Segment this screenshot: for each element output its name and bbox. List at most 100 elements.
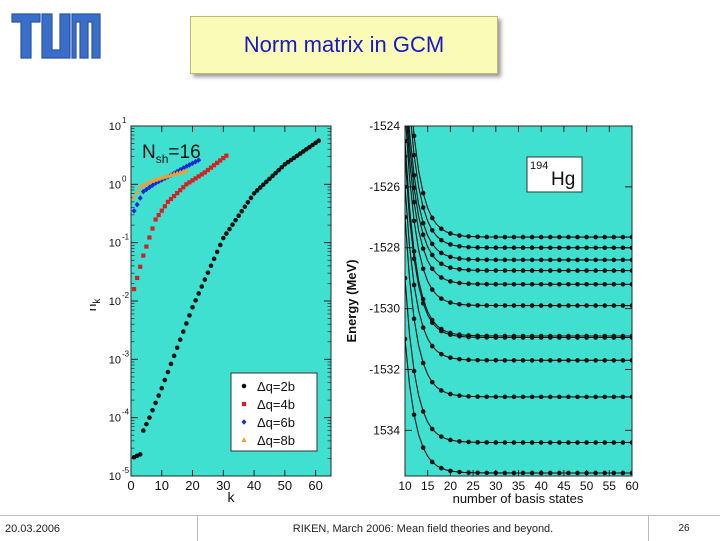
legend-marker xyxy=(241,419,247,425)
data-point xyxy=(575,335,580,340)
data-point xyxy=(529,281,535,287)
data-point xyxy=(457,469,462,475)
data-point xyxy=(448,391,453,397)
left-x-tick-label: 0 xyxy=(127,478,134,493)
data-point xyxy=(156,212,161,218)
data-point xyxy=(620,234,626,240)
data-point xyxy=(602,257,608,263)
data-point xyxy=(196,174,201,179)
data-point xyxy=(520,335,526,340)
data-point xyxy=(218,158,223,163)
data-point xyxy=(475,470,480,476)
data-point xyxy=(466,234,471,239)
data-point xyxy=(511,470,517,476)
data-point xyxy=(584,234,589,240)
data-point xyxy=(448,242,453,247)
right-annotation: 194 Hg xyxy=(526,156,583,193)
footer-page-number: 26 xyxy=(678,523,690,534)
data-point xyxy=(538,470,544,476)
data-point xyxy=(131,194,137,200)
right-x-tick-label: 55 xyxy=(603,479,617,493)
data-point xyxy=(547,440,553,445)
data-point xyxy=(575,281,580,287)
data-point xyxy=(502,234,508,240)
data-point xyxy=(629,440,632,445)
data-point xyxy=(251,191,257,196)
data-point xyxy=(566,394,571,400)
right-y-tick-label: -1530 xyxy=(369,302,400,316)
data-point xyxy=(224,231,229,236)
data-point xyxy=(484,394,490,400)
data-point xyxy=(529,234,535,240)
data-point xyxy=(205,167,211,173)
energy-level-1 xyxy=(411,126,632,240)
right-ylabel: Energy (MeV) xyxy=(344,259,359,342)
data-point xyxy=(190,178,195,183)
data-point xyxy=(511,440,517,445)
data-point xyxy=(475,440,480,445)
data-point xyxy=(448,265,453,270)
data-point xyxy=(502,394,508,400)
data-point xyxy=(439,261,444,267)
data-point xyxy=(529,358,535,363)
data-point xyxy=(202,170,207,175)
data-point xyxy=(538,303,544,308)
data-point xyxy=(405,215,408,220)
data-point xyxy=(448,437,453,443)
data-point xyxy=(611,257,617,263)
data-point xyxy=(538,358,544,363)
footer: 20.03.2006 RIKEN, March 2006: Mean field… xyxy=(0,515,720,541)
energy-level-12 xyxy=(405,336,632,476)
data-point xyxy=(620,268,626,273)
data-point xyxy=(199,284,205,289)
figure: 0 10 20 30 40 50 6010110010-110-210-310-410-5 … xyxy=(90,116,639,506)
data-point xyxy=(493,440,499,445)
data-point xyxy=(405,184,408,190)
data-point xyxy=(629,281,632,287)
right-y-tick-label: -1524 xyxy=(369,119,400,133)
data-point xyxy=(520,303,526,308)
data-point xyxy=(584,268,589,273)
annotation-sub: sh xyxy=(156,152,169,166)
data-point xyxy=(137,452,143,457)
left-ylabel-sub: k xyxy=(92,298,103,304)
data-point xyxy=(584,440,589,445)
data-point xyxy=(257,185,263,190)
data-point xyxy=(584,358,589,363)
data-point xyxy=(233,217,238,223)
data-point xyxy=(457,356,462,362)
energy-level-4 xyxy=(407,126,632,273)
right-x-tick-label: 30 xyxy=(489,479,503,493)
data-point xyxy=(593,303,598,308)
left-x-tick-label: 10 xyxy=(155,478,169,493)
data-point xyxy=(584,394,589,400)
data-point xyxy=(202,277,208,282)
series-1 xyxy=(131,138,321,460)
data-point xyxy=(134,189,140,195)
data-point xyxy=(538,234,544,240)
left-annotation: Nsh=16 xyxy=(142,142,201,166)
left-y-tick-exponent: -4 xyxy=(122,408,130,417)
data-point xyxy=(575,440,580,445)
left-y-tick-exponent: 0 xyxy=(122,174,127,183)
data-point xyxy=(611,335,617,340)
left-y-tick-label: 10 xyxy=(109,121,121,133)
data-point xyxy=(502,440,508,445)
data-point xyxy=(520,257,526,263)
legend-label: Δq=6b xyxy=(257,415,295,430)
left-y-tick-label: 10 xyxy=(109,471,121,483)
data-point xyxy=(150,407,155,413)
data-point xyxy=(547,470,553,476)
data-point xyxy=(439,465,444,471)
data-point xyxy=(529,440,535,445)
data-point xyxy=(557,335,562,340)
data-point xyxy=(520,281,526,287)
data-point xyxy=(211,163,217,168)
data-point xyxy=(538,394,544,400)
legend-label: Δq=2b xyxy=(257,379,295,394)
data-point xyxy=(484,234,490,240)
data-point xyxy=(629,234,632,240)
data-point xyxy=(493,303,499,308)
data-point xyxy=(411,249,417,254)
data-point xyxy=(448,254,453,260)
